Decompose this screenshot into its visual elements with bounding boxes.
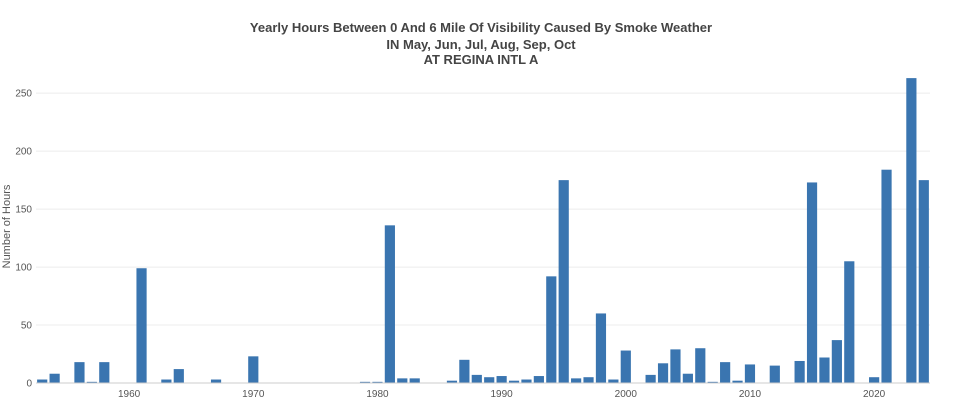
bar[interactable]	[533, 376, 544, 383]
x-tick-label: 1970	[242, 389, 265, 400]
bar[interactable]	[136, 268, 147, 383]
bar[interactable]	[831, 340, 842, 383]
bar[interactable]	[37, 379, 48, 383]
bar[interactable]	[161, 379, 172, 383]
bar[interactable]	[210, 379, 222, 383]
bar[interactable]	[446, 380, 458, 383]
bar[interactable]	[397, 378, 408, 383]
bar[interactable]	[409, 378, 420, 383]
y-axis-ticks: 0 50 100 150 200 250	[15, 89, 32, 390]
x-tick-label: 1960	[118, 389, 141, 400]
bar[interactable]	[508, 380, 520, 383]
bar[interactable]	[595, 313, 607, 383]
bar[interactable]	[620, 350, 631, 383]
bar[interactable]	[906, 78, 917, 384]
x-axis-ticks: 1960 1970 1980 1990 2000 2010 2020	[118, 389, 886, 400]
bar[interactable]	[248, 356, 259, 383]
x-tick-label: 2000	[615, 389, 638, 400]
bar[interactable]	[682, 373, 693, 383]
bar[interactable]	[384, 225, 395, 383]
bar[interactable]	[869, 377, 880, 383]
bar[interactable]	[819, 357, 830, 383]
bar[interactable]	[769, 365, 780, 383]
x-tick-label: 1990	[491, 389, 514, 400]
bars	[37, 78, 929, 384]
bar[interactable]	[546, 276, 557, 383]
y-tick-label: 250	[15, 89, 32, 100]
chart-title: Yearly Hours Between 0 And 6 Mile Of Vis…	[250, 20, 712, 67]
bar[interactable]	[173, 369, 184, 383]
bar[interactable]	[695, 348, 706, 383]
bar[interactable]	[571, 378, 582, 383]
bar[interactable]	[670, 349, 681, 383]
y-tick-label: 150	[15, 205, 32, 216]
bar[interactable]	[918, 180, 929, 383]
bar[interactable]	[881, 169, 892, 383]
bar[interactable]	[359, 381, 371, 383]
bar[interactable]	[844, 261, 855, 383]
bar[interactable]	[794, 360, 805, 383]
bar[interactable]	[49, 373, 60, 383]
x-tick-label: 2020	[863, 389, 886, 400]
bar[interactable]	[707, 381, 718, 383]
bar[interactable]	[608, 379, 619, 383]
bar[interactable]	[521, 379, 532, 383]
bar[interactable]	[558, 180, 569, 383]
x-tick-label: 2010	[739, 389, 762, 400]
chart-title-line: IN May, Jun, Jul, Aug, Sep, Oct	[386, 37, 576, 52]
bar[interactable]	[732, 380, 743, 383]
bar[interactable]	[459, 359, 470, 383]
bar[interactable]	[99, 362, 110, 383]
bar[interactable]	[484, 377, 495, 383]
y-axis-label: Number of Hours	[1, 184, 13, 268]
chart-title-line: AT REGINA INTL A	[424, 52, 539, 67]
y-tick-label: 200	[15, 147, 32, 158]
y-tick-label: 100	[15, 263, 32, 274]
y-tick-label: 0	[26, 379, 32, 390]
bar[interactable]	[496, 376, 507, 383]
bar[interactable]	[74, 362, 85, 383]
bar[interactable]	[806, 182, 818, 383]
bar[interactable]	[657, 363, 669, 383]
bar[interactable]	[372, 381, 383, 383]
bar[interactable]	[583, 377, 594, 383]
x-tick-label: 1980	[366, 389, 389, 400]
bar[interactable]	[86, 381, 97, 383]
bar[interactable]	[645, 374, 656, 383]
bar[interactable]	[471, 374, 482, 383]
gridlines	[36, 92, 930, 326]
y-tick-label: 50	[21, 321, 33, 332]
bar[interactable]	[720, 362, 731, 383]
bar[interactable]	[744, 364, 756, 383]
chart-title-line: Yearly Hours Between 0 And 6 Mile Of Vis…	[250, 20, 712, 35]
